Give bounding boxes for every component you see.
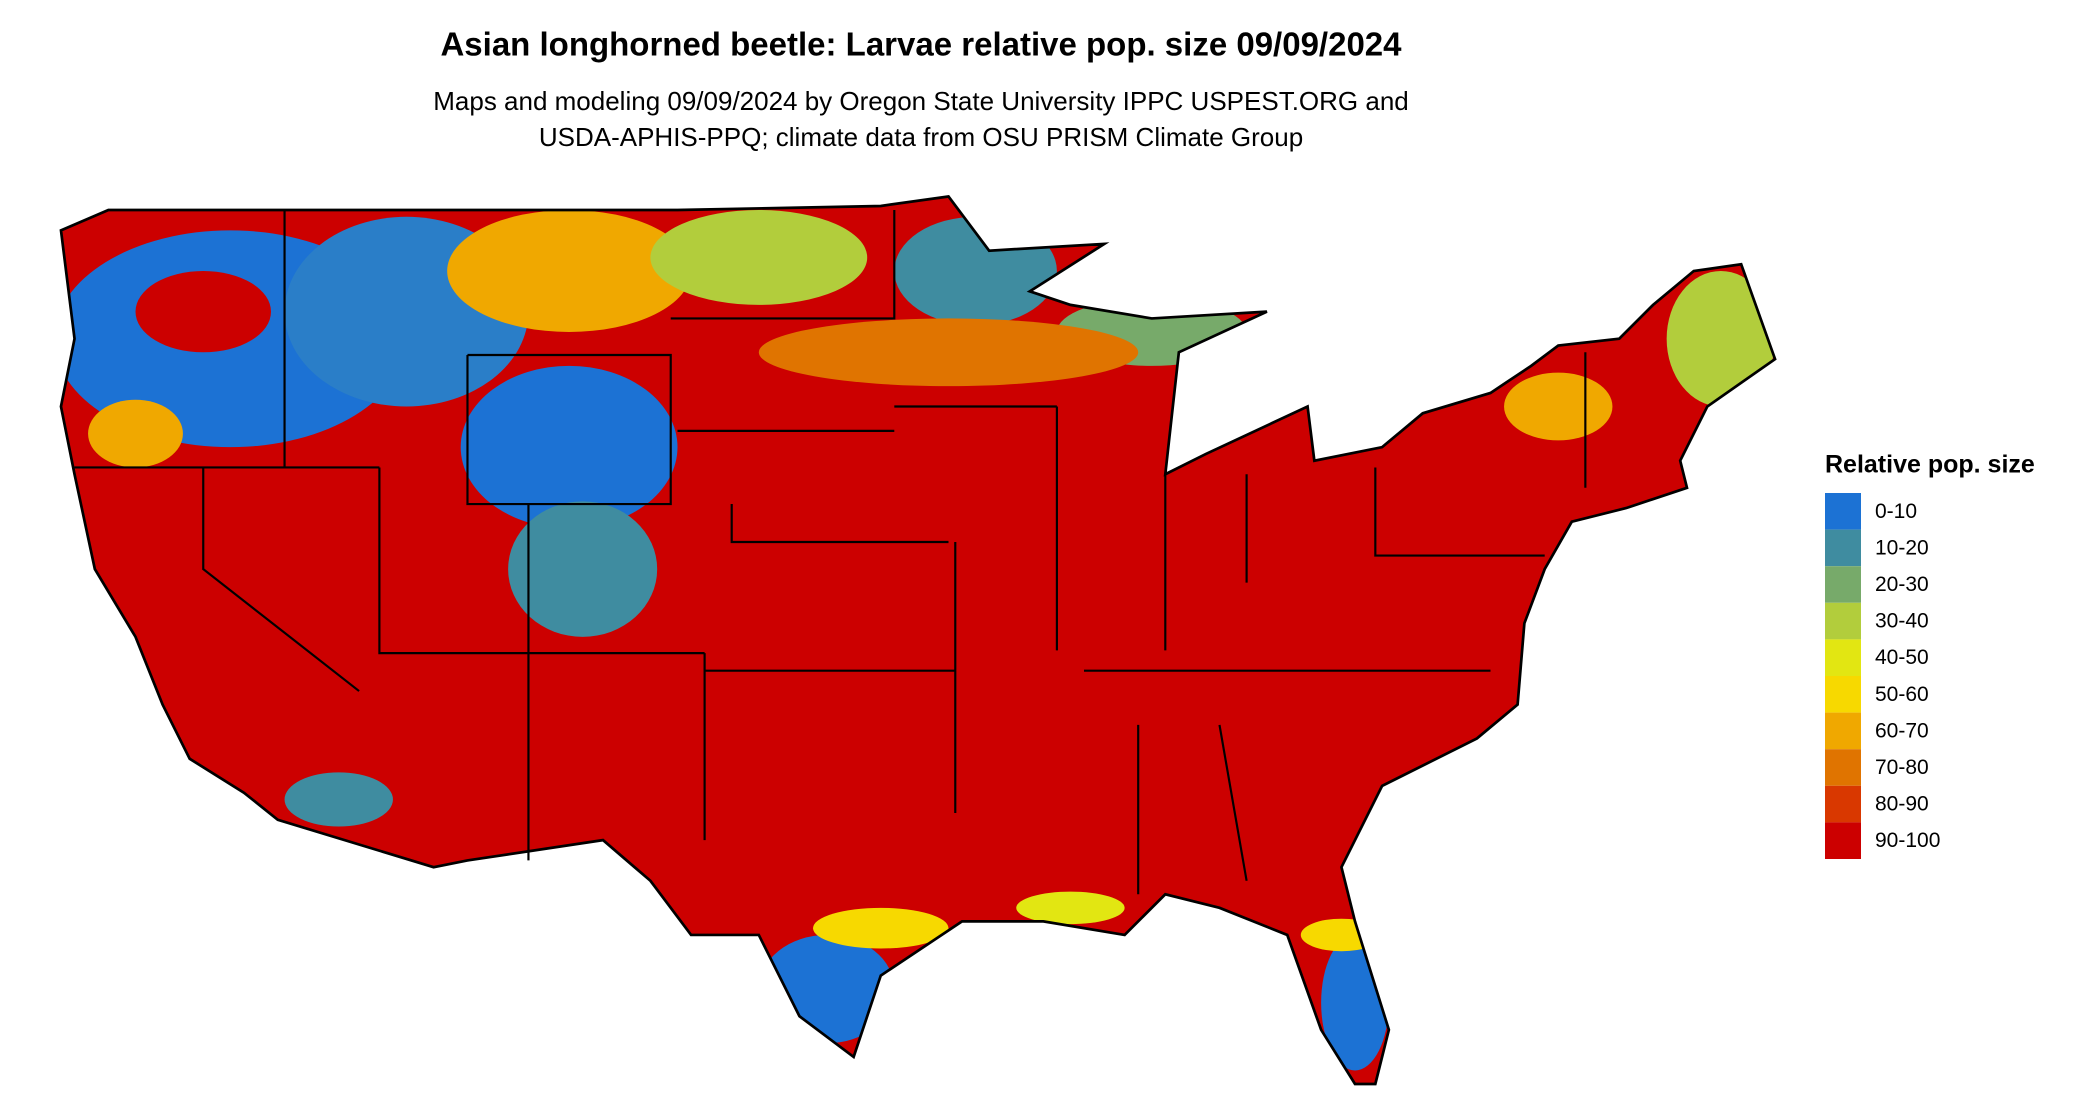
- legend-swatch: [1825, 785, 1861, 823]
- legend-swatch: [1825, 676, 1861, 713]
- legend-label: 40-50: [1875, 646, 1929, 669]
- legend-swatch: [1825, 602, 1861, 640]
- legend-label: 90-100: [1875, 829, 1940, 852]
- legend-label: 80-90: [1875, 793, 1929, 816]
- us-map: [59, 195, 1777, 1086]
- legend-title: Relative pop. size: [1825, 451, 2035, 479]
- legend-label: 10-20: [1875, 536, 1929, 559]
- legend-label: 0-10: [1875, 500, 1917, 523]
- legend-label: 60-70: [1875, 719, 1929, 742]
- title: Asian longhorned beetle: Larvae relative…: [440, 26, 1402, 63]
- legend-swatch: [1825, 822, 1861, 859]
- legend-label: 30-40: [1875, 610, 1929, 633]
- legend-swatch: [1825, 639, 1861, 676]
- legend-swatch: [1825, 493, 1861, 530]
- legend-label: 20-30: [1875, 573, 1929, 596]
- legend-swatch: [1825, 566, 1861, 603]
- legend-swatch: [1825, 712, 1861, 750]
- subtitle-line: USDA-APHIS-PPQ; climate data from OSU PR…: [539, 122, 1303, 152]
- legend: 0-10 10-20 20-30 30-40 40-50 50-60 60-70 70-80 8…: [1825, 493, 1940, 859]
- legend-label: 70-80: [1875, 756, 1929, 779]
- legend-swatch: [1825, 749, 1861, 786]
- legend-swatch: [1825, 529, 1861, 567]
- subtitle-line: Maps and modeling 09/09/2024 by Oregon S…: [433, 86, 1409, 116]
- legend-label: 50-60: [1875, 683, 1929, 706]
